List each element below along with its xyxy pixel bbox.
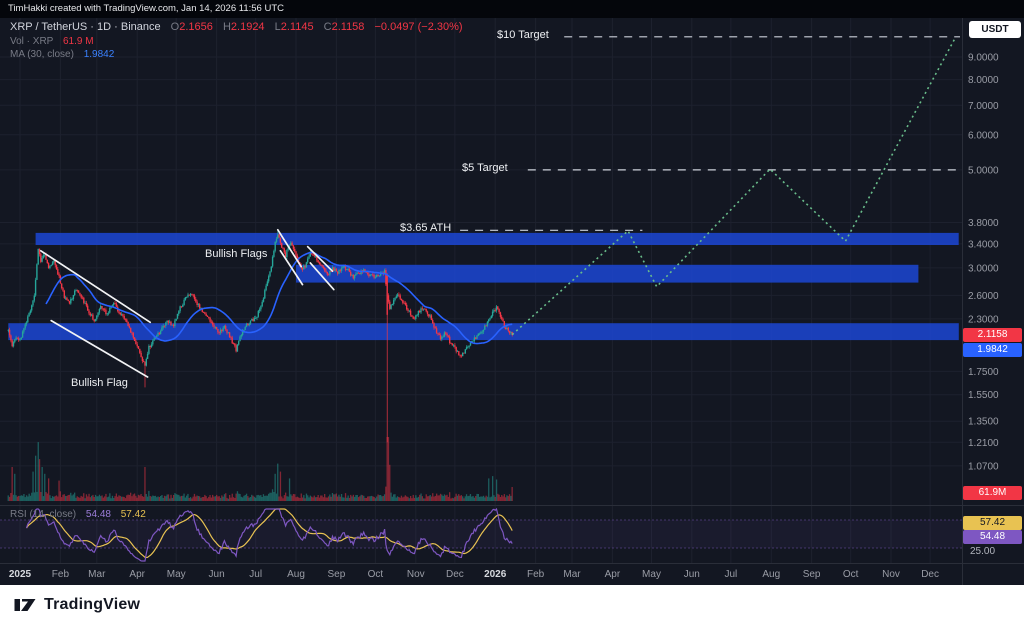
- svg-text:3.8000: 3.8000: [968, 218, 999, 229]
- svg-text:Mar: Mar: [88, 569, 106, 580]
- svg-text:2.3000: 2.3000: [968, 314, 999, 325]
- ma-line: [45, 251, 513, 345]
- svg-text:Mar: Mar: [563, 569, 581, 580]
- open-value: 2.1656: [179, 21, 213, 33]
- price-axis[interactable]: 9.0000 8.0000 7.0000 6.0000 5.0000 3.8000 3.40…: [968, 53, 999, 473]
- svg-text:1.3500: 1.3500: [968, 417, 999, 428]
- rsi-value-badge: 54.48: [963, 530, 1022, 544]
- annotation-10-target[interactable]: $10 Target: [497, 29, 549, 41]
- volume-legend[interactable]: Vol · XRP 61.9 M: [10, 36, 94, 47]
- svg-text:Oct: Oct: [368, 569, 384, 580]
- quote-currency-button[interactable]: USDT: [969, 21, 1021, 38]
- rsi-value: 54.48: [85, 509, 111, 520]
- annotation-5-target[interactable]: $5 Target: [462, 162, 508, 174]
- tradingview-logo[interactable]: [13, 595, 37, 615]
- low-label: L: [274, 21, 281, 33]
- ma-legend[interactable]: MA (30, close) 1.9842: [10, 49, 114, 60]
- rsi-ma-badge: 57.42: [963, 516, 1022, 530]
- svg-text:6.0000: 6.0000: [968, 130, 999, 141]
- creator-bar: TimHakki created with TradingView.com, J…: [0, 0, 1024, 18]
- rsi-legend[interactable]: RSI (14, close) 54.48 57.42: [10, 509, 146, 520]
- footer-brand[interactable]: TradingView: [44, 595, 141, 613]
- svg-text:Sep: Sep: [803, 569, 821, 580]
- annotation-ath[interactable]: $3.65 ATH: [400, 222, 452, 234]
- projection-path[interactable]: [511, 38, 956, 336]
- svg-text:Jul: Jul: [249, 569, 262, 580]
- svg-text:Jun: Jun: [684, 569, 700, 580]
- svg-text:2025: 2025: [9, 569, 32, 580]
- svg-text:Aug: Aug: [287, 569, 305, 580]
- svg-text:Feb: Feb: [52, 569, 70, 580]
- annotation-bullish-flags[interactable]: Bullish Flags: [205, 248, 268, 260]
- close-label: C: [323, 21, 332, 33]
- svg-text:1.7500: 1.7500: [968, 367, 999, 378]
- volume-bars: [7, 437, 513, 501]
- svg-text:Jun: Jun: [209, 569, 225, 580]
- close-value: 2.1158: [331, 21, 365, 33]
- high-value: 2.1924: [230, 21, 265, 33]
- svg-text:2.6000: 2.6000: [968, 291, 999, 302]
- change-value: −0.0497 (−2.30%): [374, 21, 463, 33]
- svg-text:Feb: Feb: [527, 569, 545, 580]
- open-label: O: [170, 21, 180, 33]
- svg-text:Nov: Nov: [407, 569, 425, 580]
- rsi-label: RSI (14, close): [10, 509, 77, 520]
- svg-text:May: May: [642, 569, 661, 580]
- svg-text:1.2100: 1.2100: [968, 438, 999, 449]
- volume-value-badge: 61.9M: [963, 486, 1022, 500]
- support-resistance-bands[interactable]: [8, 232, 959, 341]
- svg-text:Jul: Jul: [725, 569, 738, 580]
- rsi-axis-tick: 25.00: [970, 546, 996, 557]
- svg-text:Nov: Nov: [882, 569, 900, 580]
- svg-text:Apr: Apr: [605, 569, 621, 580]
- svg-text:Dec: Dec: [446, 569, 464, 580]
- symbol-title: XRP / TetherUS · 1D · Binance: [10, 21, 161, 33]
- target-lines[interactable]: [460, 36, 960, 231]
- rsi-ma-value: 57.42: [120, 509, 146, 520]
- svg-text:1.0700: 1.0700: [968, 461, 999, 472]
- svg-text:8.0000: 8.0000: [968, 75, 999, 86]
- svg-text:Oct: Oct: [843, 569, 859, 580]
- svg-text:3.4000: 3.4000: [968, 239, 999, 250]
- volume-value: 61.9 M: [62, 36, 94, 47]
- svg-text:Aug: Aug: [762, 569, 780, 580]
- svg-text:5.0000: 5.0000: [968, 165, 999, 176]
- svg-text:1.5500: 1.5500: [968, 390, 999, 401]
- ma-value-badge: 1.9842: [963, 343, 1022, 357]
- ma-label: MA (30, close): [10, 49, 74, 60]
- svg-text:2026: 2026: [484, 569, 507, 580]
- svg-text:May: May: [167, 569, 186, 580]
- svg-text:7.0000: 7.0000: [968, 101, 999, 112]
- pane-separators: [0, 18, 1024, 585]
- symbol-legend[interactable]: XRP / TetherUS · 1D · Binance O2.1656 H2…: [10, 21, 463, 33]
- svg-text:Apr: Apr: [129, 569, 145, 580]
- rsi-pane[interactable]: [0, 507, 962, 562]
- ma-value: 1.9842: [83, 49, 115, 60]
- svg-text:Dec: Dec: [921, 569, 939, 580]
- time-axis[interactable]: 2025 Feb Mar Apr May Jun Jul Aug Sep Oct Nov Dec 202…: [9, 569, 939, 580]
- footer-bar: TradingView: [0, 585, 1024, 624]
- flag-trendlines[interactable]: [39, 228, 335, 378]
- low-value: 2.1145: [280, 21, 314, 33]
- annotation-bullish-flag[interactable]: Bullish Flag: [71, 377, 128, 389]
- svg-text:9.0000: 9.0000: [968, 53, 999, 64]
- svg-text:Sep: Sep: [328, 569, 346, 580]
- svg-text:3.0000: 3.0000: [968, 263, 999, 274]
- high-label: H: [222, 21, 231, 33]
- last-price-badge: 2.1158: [963, 328, 1022, 342]
- volume-label: Vol · XRP: [10, 36, 54, 47]
- candles: [7, 229, 513, 443]
